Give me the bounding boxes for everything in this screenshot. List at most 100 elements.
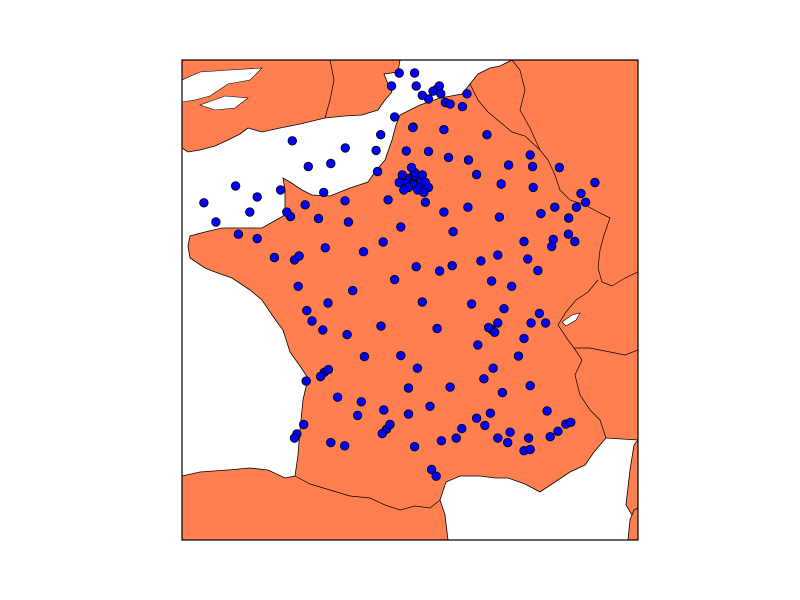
location-marker-88 (545, 432, 555, 442)
location-marker-162 (496, 179, 506, 189)
corsica-landmass (627, 507, 638, 540)
severn-estuary (199, 95, 249, 111)
location-marker-116 (301, 376, 311, 386)
location-marker-19 (394, 177, 404, 188)
location-marker-155 (408, 122, 418, 133)
location-marker-119 (342, 329, 352, 340)
location-marker-168 (590, 177, 600, 188)
location-marker-31 (411, 81, 421, 91)
location-marker-127 (294, 251, 304, 261)
location-marker-91 (471, 413, 482, 423)
location-marker-169 (403, 383, 414, 393)
borders-layer (294, 60, 638, 511)
location-marker-66 (494, 212, 505, 222)
location-marker-156 (401, 146, 412, 156)
location-marker-87 (553, 426, 563, 437)
location-marker-58 (523, 254, 533, 264)
location-marker-144 (199, 198, 209, 208)
location-marker-117 (359, 351, 370, 362)
location-marker-159 (420, 197, 431, 208)
location-marker-161 (471, 169, 482, 180)
location-marker-62 (519, 236, 529, 247)
location-marker-16 (399, 185, 409, 195)
location-marker-166 (533, 265, 543, 276)
border-luxembourg-germany (547, 159, 611, 219)
location-marker-92 (493, 433, 503, 443)
location-marker-78 (488, 363, 498, 373)
location-marker-148 (245, 207, 255, 217)
location-marker-149 (300, 200, 310, 210)
location-marker-65 (463, 202, 473, 212)
location-marker-118 (376, 321, 386, 331)
points-layer (199, 68, 600, 481)
location-marker-81 (445, 382, 455, 392)
location-marker-163 (447, 261, 457, 271)
location-marker-53 (571, 202, 582, 212)
location-marker-40 (340, 143, 351, 153)
location-marker-154 (389, 112, 400, 122)
location-marker-35 (386, 81, 397, 91)
location-marker-89 (566, 417, 576, 428)
location-marker-60 (493, 250, 503, 260)
location-marker-150 (313, 213, 324, 224)
location-marker-71 (473, 340, 483, 350)
lake-geneva (561, 312, 581, 327)
location-marker-109 (299, 419, 309, 430)
location-marker-94 (525, 381, 535, 391)
location-marker-143 (230, 181, 241, 191)
location-marker-138 (383, 195, 393, 205)
border-germany-switzerland (611, 271, 638, 287)
location-marker-160 (439, 207, 449, 217)
location-marker-176 (479, 374, 489, 384)
location-marker-142 (252, 192, 262, 202)
border-switzerland-italy (574, 347, 638, 356)
location-marker-130 (343, 217, 354, 227)
location-marker-44 (376, 129, 386, 140)
location-marker-141 (275, 185, 286, 195)
location-marker-128 (269, 252, 280, 263)
land-layer (182, 60, 638, 540)
location-marker-28 (417, 90, 428, 101)
location-marker-99 (426, 464, 437, 475)
location-marker-39 (371, 145, 381, 156)
location-marker-147 (252, 233, 262, 244)
location-marker-75 (534, 308, 545, 319)
location-marker-121 (302, 305, 312, 316)
border-spain (294, 475, 441, 511)
location-marker-55 (550, 202, 560, 212)
location-marker-158 (443, 152, 454, 163)
location-marker-54 (580, 197, 591, 208)
location-marker-61 (486, 276, 497, 286)
location-marker-123 (348, 285, 358, 296)
location-marker-95 (542, 406, 552, 416)
location-marker-51 (564, 213, 574, 223)
location-marker-106 (326, 437, 336, 448)
location-marker-72 (513, 351, 524, 361)
border-belgium (469, 83, 549, 161)
location-marker-18 (419, 187, 429, 198)
location-marker-52 (563, 229, 574, 239)
location-marker-134 (411, 262, 421, 272)
location-marker-105 (340, 441, 350, 451)
location-marker-37 (482, 129, 492, 140)
location-marker-82 (503, 437, 513, 448)
location-marker-73 (519, 333, 529, 344)
location-marker-59 (547, 241, 557, 252)
location-marker-85 (525, 444, 535, 455)
location-marker-153 (319, 187, 329, 198)
location-marker-93 (480, 420, 490, 431)
location-marker-68 (490, 327, 500, 338)
border-uk-internal (324, 60, 335, 119)
location-marker-96 (457, 423, 467, 434)
location-marker-90 (485, 408, 496, 418)
location-marker-76 (540, 318, 551, 328)
location-marker-64 (448, 226, 458, 237)
location-marker-46 (525, 150, 535, 160)
location-marker-137 (417, 297, 428, 307)
location-marker-70 (493, 318, 503, 328)
location-marker-63 (476, 256, 486, 266)
location-marker-165 (507, 281, 517, 292)
continental-landmass (182, 60, 638, 540)
location-marker-146 (233, 229, 244, 239)
